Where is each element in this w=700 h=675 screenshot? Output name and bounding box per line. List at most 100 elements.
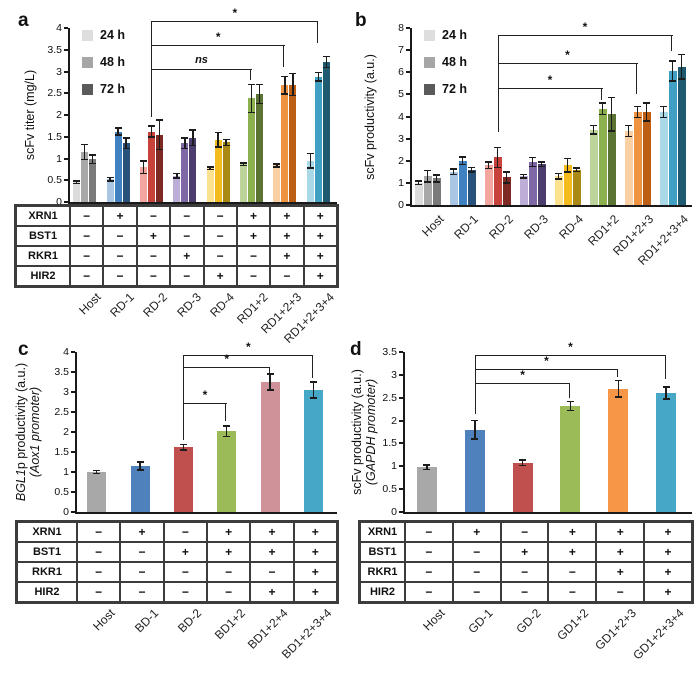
significance-bracket-line xyxy=(474,355,667,357)
error-bar xyxy=(312,382,315,398)
table-sign-cell: − xyxy=(203,246,237,266)
significance-bracket-right xyxy=(283,45,285,68)
error-bar-cap xyxy=(173,172,181,175)
genotype-table: XRN1− + − − − + + + BST1− − + − − + + + RKR1− − − + − − + + HIR2… xyxy=(14,204,339,288)
table-sign-cell: + xyxy=(293,542,337,562)
table-sign-cell: − xyxy=(136,206,171,226)
error-bar xyxy=(284,76,286,95)
error-bar xyxy=(91,155,94,164)
legend-entry: 48 h xyxy=(424,55,467,69)
error-bar-cap xyxy=(309,397,317,399)
significance-bracket-left xyxy=(474,355,476,414)
error-bar xyxy=(225,426,228,437)
table-sign-cell: − xyxy=(170,266,204,286)
y-tick-mark xyxy=(399,351,403,353)
table-sign-cell: + xyxy=(163,542,207,562)
y-tick-label: 3 xyxy=(391,368,397,381)
error-bar xyxy=(325,56,328,68)
y-tick-label: 2 xyxy=(391,414,397,427)
table-sign-cell: − xyxy=(70,266,104,286)
table-sign-cell: + xyxy=(548,522,597,542)
error-bar-cap xyxy=(590,124,597,127)
y-tick-mark xyxy=(64,48,68,51)
bar-RD1+2-48 h xyxy=(248,98,256,202)
error-bar-cap xyxy=(306,152,314,155)
table-sign-cell: + xyxy=(293,522,337,542)
error-bar-cap xyxy=(73,180,81,182)
significance-label: * xyxy=(568,340,573,355)
y-tick-label: 2.5 xyxy=(382,391,397,404)
error-bar xyxy=(662,106,665,118)
x-category-label: GD1+2 xyxy=(554,606,592,644)
bar-RD-1-24 h xyxy=(449,171,458,205)
bar-RD-3-48 h xyxy=(528,161,537,205)
table-sign-cell: + xyxy=(644,542,692,562)
bar-RD-3-24 h xyxy=(173,175,181,202)
table-row-header: XRN1 xyxy=(17,522,77,542)
error-bar-cap xyxy=(503,182,510,184)
table-sign-cell: − xyxy=(203,206,237,226)
error-bar-cap xyxy=(181,137,189,139)
table-sign-cell: − xyxy=(120,562,164,582)
x-category-label: GD-1 xyxy=(465,606,496,637)
panel-b-letter: b xyxy=(355,10,367,31)
error-bar xyxy=(521,459,524,466)
error-bar-cap xyxy=(248,111,256,114)
x-category-label: RD-3 xyxy=(521,212,552,242)
table-sign-cell: + xyxy=(236,226,271,246)
error-bar-cap xyxy=(179,449,187,451)
error-bar-cap xyxy=(206,168,214,171)
x-category-label: RD-3 xyxy=(174,290,204,320)
bar-RD1+2+3-72 h xyxy=(642,112,651,205)
bar-RD-1-72 h xyxy=(122,143,130,202)
x-category-label: BD1+2 xyxy=(211,606,248,643)
error-bar-cap xyxy=(573,167,580,169)
chart-d-axes xyxy=(403,352,692,514)
error-bar-cap xyxy=(608,96,615,99)
significance-label: * xyxy=(215,30,221,45)
legend-swatch xyxy=(82,83,93,95)
error-bar xyxy=(125,138,127,149)
significance-bracket-right xyxy=(225,403,227,421)
error-bar-cap xyxy=(314,80,322,82)
legend-entry: 24 h xyxy=(424,28,467,42)
legend-label: 24 h xyxy=(442,28,468,42)
x-category-label: BD-2 xyxy=(175,606,205,636)
bar-RD-2-48 h xyxy=(493,157,502,205)
error-bar-cap xyxy=(599,102,606,104)
error-bar-cap xyxy=(206,166,214,168)
legend-entry: 72 h xyxy=(82,82,125,96)
legend-entry: 72 h xyxy=(424,82,467,96)
y-tick-label: 6 xyxy=(398,66,404,79)
table-sign-cell: − xyxy=(452,582,501,602)
significance-bracket-line xyxy=(151,45,285,47)
error-bar-cap xyxy=(289,72,297,75)
bar-RD-3-72 h xyxy=(189,137,197,202)
table-sign-cell: + xyxy=(303,206,337,226)
panel-c: c 0 0.5 1 1.5 2 2.5 3 3.5 4 BGL1p productivity (a… xyxy=(8,336,348,675)
bar-BD-2 xyxy=(173,447,193,512)
bar-RD1+2+3+4-24 h xyxy=(306,160,314,202)
bar-Host-48 h xyxy=(81,151,89,202)
error-bar xyxy=(617,380,619,397)
error-bar xyxy=(242,162,245,166)
panel-b: b 0 1 2 3 4 5 6 7 8 scFv productivity (a.u.) * * * 24… xyxy=(352,4,698,336)
bar-Host-24 h xyxy=(414,182,423,205)
error-bar-cap xyxy=(181,147,189,150)
bar-GD1+2+3 xyxy=(608,388,629,512)
significance-bracket-line xyxy=(151,69,252,71)
table-sign-cell: − xyxy=(136,246,171,266)
y-tick-label: 1 xyxy=(391,460,397,473)
y-tick-label: 1 xyxy=(398,176,404,189)
table-row-header: HIR2 xyxy=(360,582,405,602)
x-category-label: RD-2 xyxy=(486,212,517,242)
significance-label: * xyxy=(245,339,251,354)
error-bar-cap xyxy=(309,381,317,383)
bar-RD1+2+3+4-72 h xyxy=(677,66,686,205)
error-bar-cap xyxy=(214,146,222,148)
error-bar-cap xyxy=(147,136,155,138)
table-sign-cell: + xyxy=(206,522,251,542)
error-bar-cap xyxy=(89,154,97,156)
bar-RD-4-24 h xyxy=(206,168,214,202)
y-tick-label: 3 xyxy=(398,132,404,145)
